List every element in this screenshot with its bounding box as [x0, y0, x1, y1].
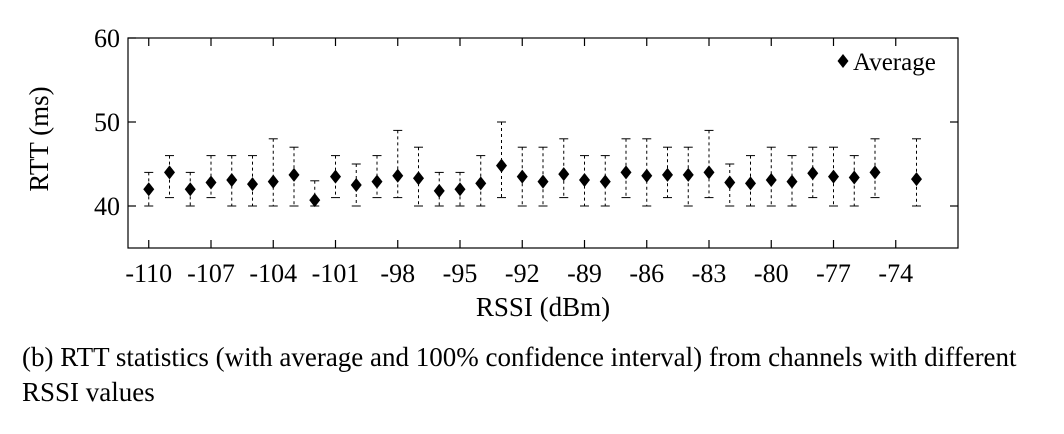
- axes-box: [127, 37, 959, 249]
- average-point: [433, 183, 445, 198]
- x-tick-label: -110: [125, 259, 172, 288]
- x-tick-label: -77: [816, 259, 851, 288]
- average-point: [288, 167, 300, 182]
- error-bar: [434, 171, 444, 207]
- average-point: [143, 182, 155, 197]
- average-point: [267, 174, 279, 189]
- average-point: [786, 174, 798, 189]
- error-bar: [766, 146, 776, 207]
- y-axis-ticks: 40 50 60: [94, 24, 958, 221]
- x-tick-label: -86: [629, 259, 664, 288]
- rtt-rssi-chart: -110 -107 -104 -101 -98 -95 -92 -89 -86 -83 -80 -77…: [24, 24, 959, 322]
- average-point: [164, 165, 175, 180]
- average-point: [807, 166, 819, 181]
- average-point: [848, 170, 860, 185]
- average-point: [454, 182, 466, 197]
- average-point: [247, 177, 258, 192]
- x-tick-label: -95: [443, 259, 478, 288]
- x-tick-label: -89: [567, 259, 602, 288]
- legend: Average: [837, 49, 936, 76]
- error-bar: [704, 129, 714, 199]
- x-tick-label: -104: [249, 259, 297, 288]
- error-bar: [517, 146, 527, 207]
- x-axis-label: RSSI (dBm): [476, 292, 610, 322]
- x-tick-label: -107: [187, 259, 235, 288]
- average-point: [184, 182, 196, 197]
- error-bar: [642, 138, 652, 207]
- average-point: [330, 169, 341, 184]
- error-bar: [559, 138, 569, 199]
- average-point: [745, 176, 756, 191]
- error-bar: [683, 146, 693, 207]
- average-point: [496, 158, 507, 173]
- average-point: [682, 167, 694, 182]
- x-tick-label: -98: [380, 259, 415, 288]
- error-bar: [144, 171, 154, 207]
- error-bar: [870, 138, 880, 199]
- average-point: [724, 175, 736, 190]
- average-point: [558, 167, 570, 182]
- average-point: [309, 193, 321, 208]
- average-point: [516, 169, 528, 184]
- error-bar: [414, 146, 423, 207]
- error-bar: [829, 146, 838, 207]
- average-point: [537, 174, 549, 189]
- error-bar: [912, 138, 921, 207]
- figure-caption: (b) RTT statistics (with average and 100…: [22, 342, 1017, 407]
- average-markers: [143, 158, 922, 208]
- average-point: [413, 171, 424, 186]
- x-tick-label: -74: [878, 259, 913, 288]
- x-tick-label: -83: [692, 259, 727, 288]
- average-point: [662, 167, 673, 182]
- y-tick-label: 40: [94, 192, 120, 221]
- plot-area: -110 -107 -104 -101 -98 -95 -92 -89 -86 -83 -80 -77…: [94, 24, 959, 288]
- average-point: [641, 168, 653, 183]
- average-point: [392, 168, 404, 183]
- error-bar: [185, 171, 195, 207]
- average-point: [475, 176, 487, 191]
- y-axis-label: RTT (ms): [24, 86, 54, 191]
- error-bar: [393, 129, 403, 199]
- error-bar: [621, 138, 631, 199]
- error-bar: [289, 146, 299, 207]
- legend-label: Average: [853, 49, 936, 76]
- x-axis-ticks: -110 -107 -104 -101 -98 -95 -92 -89 -86 -83 -80 -77…: [125, 38, 913, 288]
- average-point: [703, 165, 715, 180]
- average-point: [599, 174, 611, 189]
- average-point: [911, 172, 922, 187]
- x-tick-label: -92: [505, 259, 540, 288]
- x-tick-label: -101: [312, 259, 360, 288]
- average-point: [869, 165, 881, 180]
- average-point: [350, 178, 362, 192]
- y-tick-label: 60: [94, 24, 120, 53]
- error-bar: [268, 138, 278, 207]
- average-point: [579, 172, 590, 187]
- y-tick-label: 50: [94, 108, 120, 137]
- average-point: [828, 169, 839, 184]
- error-bar: [455, 171, 465, 207]
- error-bar: [538, 146, 548, 207]
- average-point: [371, 174, 383, 189]
- average-point: [205, 175, 217, 190]
- x-tick-label: -80: [754, 259, 789, 288]
- average-point: [620, 165, 632, 180]
- legend-diamond-icon: [837, 54, 849, 68]
- average-point: [226, 172, 238, 187]
- error-bars: [144, 121, 921, 207]
- average-point: [765, 172, 777, 187]
